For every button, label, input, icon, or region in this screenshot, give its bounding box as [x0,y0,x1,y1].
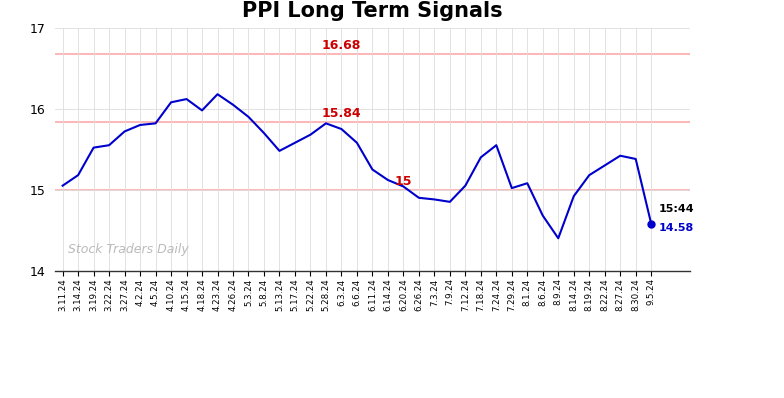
Text: 15:44: 15:44 [659,204,695,214]
Text: 15: 15 [394,175,412,188]
Title: PPI Long Term Signals: PPI Long Term Signals [242,1,503,21]
Text: Stock Traders Daily: Stock Traders Daily [67,243,188,256]
Text: 16.68: 16.68 [321,39,361,52]
Text: 14.58: 14.58 [659,223,694,233]
Text: 15.84: 15.84 [321,107,361,120]
